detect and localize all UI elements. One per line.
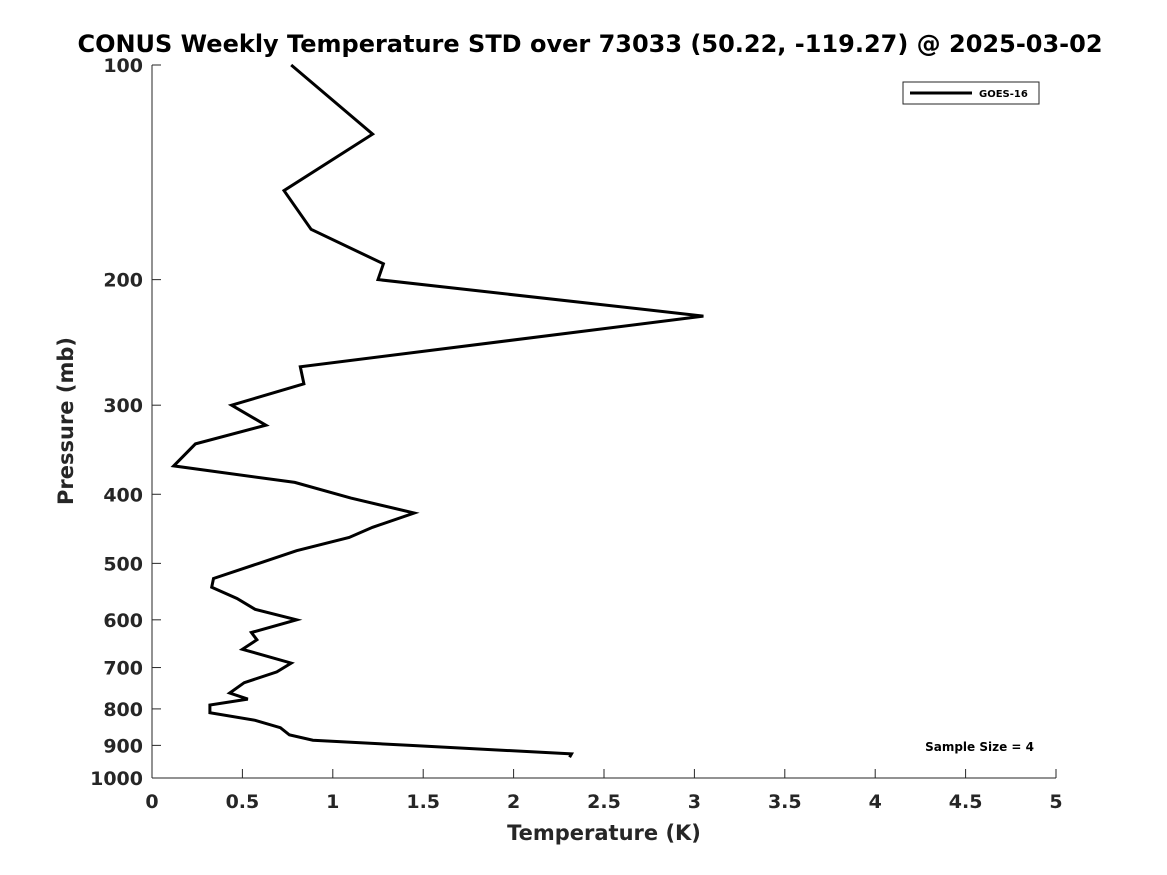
y-tick-label: 200 — [103, 270, 143, 292]
x-tick-label: 5 — [1049, 791, 1062, 813]
chart-title: CONUS Weekly Temperature STD over 73033 … — [77, 30, 1102, 58]
series-layer — [170, 63, 704, 758]
y-tick-label: 700 — [103, 658, 143, 680]
x-axis-label: Temperature (K) — [507, 821, 701, 845]
y-tick-label: 100 — [103, 55, 143, 77]
x-tick-label: 4.5 — [949, 791, 983, 813]
y-tick-label: 600 — [103, 610, 143, 632]
y-axis-label: Pressure (mb) — [54, 337, 78, 505]
x-tick-label: 1.5 — [406, 791, 440, 813]
x-tick-label: 3 — [688, 791, 701, 813]
x-tick-label: 2.5 — [587, 791, 621, 813]
x-tick-label: 3.5 — [768, 791, 802, 813]
y-tick-label: 500 — [103, 553, 143, 575]
y-tick-label: 1000 — [90, 768, 143, 790]
y-tick-label: 800 — [103, 699, 143, 721]
x-tick-label: 0 — [145, 791, 158, 813]
legend: GOES-16 — [902, 81, 1040, 105]
y-tick-label: 400 — [103, 484, 143, 506]
series-line-goes-16 — [170, 63, 704, 758]
y-tick-label: 300 — [103, 395, 143, 417]
legend-label: GOES-16 — [979, 89, 1028, 100]
y-tick-label: 900 — [103, 735, 143, 757]
x-tick-label: 1 — [326, 791, 339, 813]
x-tick-label: 2 — [507, 791, 520, 813]
sample-size-annotation: Sample Size = 4 — [925, 740, 1034, 754]
chart-axes: 0 0.5 1 1.5 2 2.5 3 3.5 4 4.5 5 100 200 300 400 500 600 7… — [90, 55, 1063, 813]
x-tick-label: 4 — [869, 791, 882, 813]
x-tick-label: 0.5 — [226, 791, 260, 813]
